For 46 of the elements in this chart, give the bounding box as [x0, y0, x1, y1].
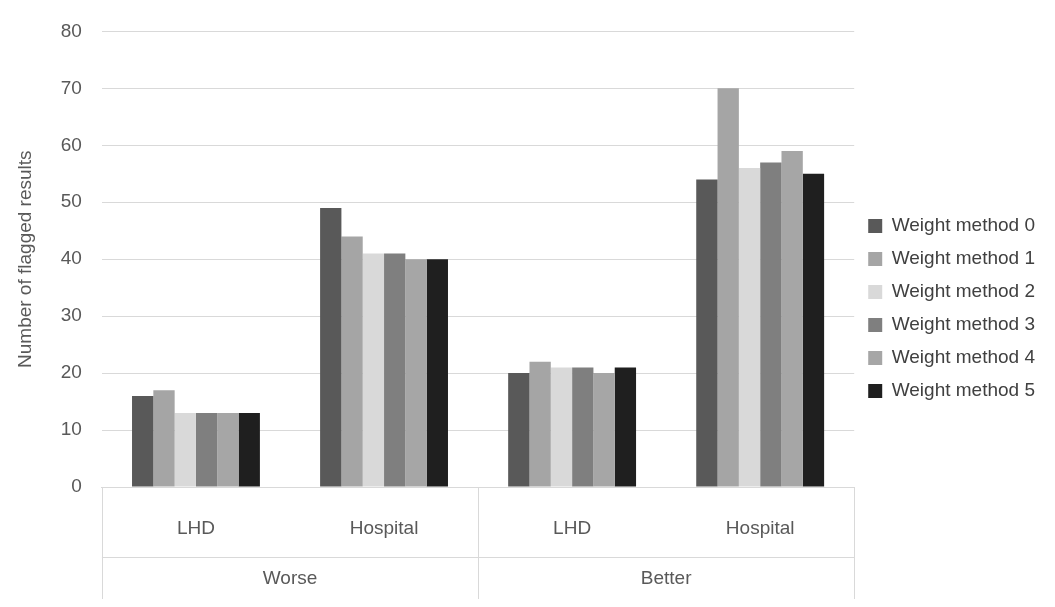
y-tick-label: 60: [60, 133, 82, 155]
bar: [174, 412, 196, 487]
y-tick-label: 50: [60, 190, 82, 212]
bar: [132, 395, 154, 487]
x-tick-label: LHD: [176, 516, 215, 538]
bar: [802, 173, 825, 487]
x-tick-label: Hospital: [725, 516, 795, 538]
y-tick-label: 70: [60, 76, 82, 98]
bar: [696, 179, 718, 487]
bar: [195, 412, 218, 487]
bar: [529, 361, 551, 487]
y-tick-label: 20: [60, 361, 82, 383]
y-axis-title: Number of flagged results: [13, 150, 35, 368]
bar: [614, 367, 637, 487]
legend-label: Weight method 0: [891, 214, 1036, 236]
legend-label: Weight method 1: [891, 247, 1036, 269]
text: Better: [640, 567, 693, 589]
bar: [550, 367, 573, 487]
bar: [781, 151, 803, 487]
bar: [426, 259, 448, 487]
y-tick-label: 40: [60, 247, 82, 269]
bar: [508, 373, 530, 487]
y-tick-label: 80: [60, 19, 82, 41]
bar: [760, 162, 782, 487]
legend-label: Weight method 2: [891, 280, 1036, 302]
bar: [717, 88, 739, 487]
bar: [405, 259, 427, 487]
bar: [593, 373, 615, 487]
bar: [153, 390, 175, 487]
bar: [238, 412, 260, 487]
bar: [320, 207, 342, 487]
y-tick-label: 10: [60, 418, 82, 440]
bar: [341, 236, 363, 487]
y-tick-label: 0: [71, 475, 82, 497]
legend-label: Weight method 3: [891, 313, 1036, 335]
bar: [384, 253, 406, 487]
x-tick-label: LHD: [553, 516, 592, 538]
bar: [217, 412, 239, 487]
bar: [738, 168, 761, 487]
legend-label: Weight method 4: [891, 346, 1036, 368]
bar: [572, 367, 594, 487]
x-tick-label: Hospital: [349, 516, 419, 538]
legend-label: Weight method 5: [891, 379, 1036, 401]
y-tick-label: 30: [60, 304, 82, 326]
text: Worse: [262, 567, 318, 589]
bar: [362, 253, 385, 487]
